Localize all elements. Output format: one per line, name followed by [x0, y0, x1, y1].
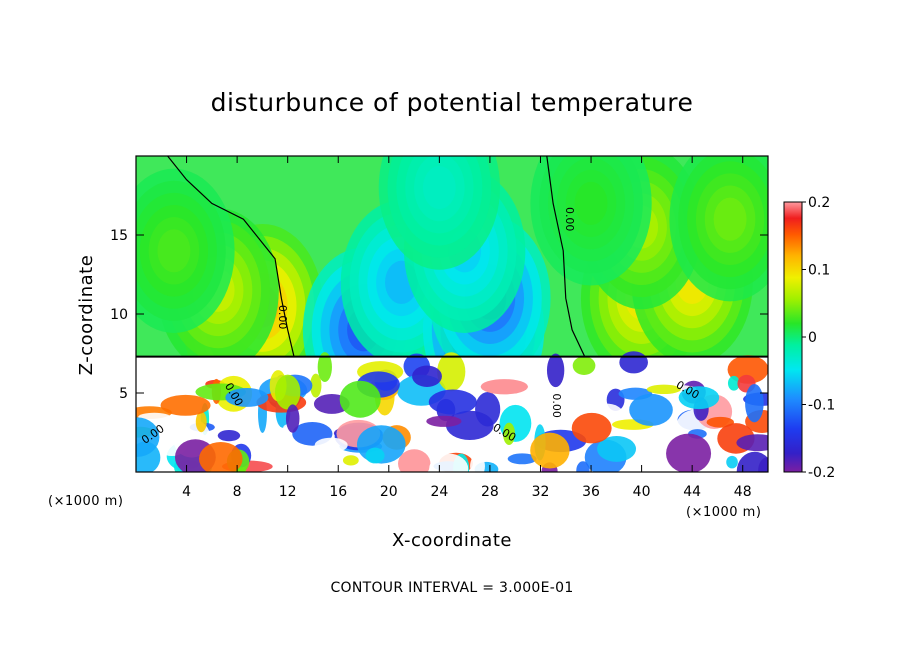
contour-label: 0.00 [550, 393, 563, 418]
turbulent-eddy [412, 365, 442, 387]
colorbar-tick-label: -0.1 [808, 398, 835, 414]
y-tick-label: 5 [119, 386, 128, 402]
turbulent-eddy [572, 356, 596, 376]
turbulent-eddy [619, 351, 648, 374]
colorbar-tick-label: 0 [808, 330, 817, 346]
x-tick-label: 40 [633, 484, 651, 500]
upper-field [136, 156, 768, 412]
colorbar-tick-label: -0.2 [808, 465, 835, 481]
turbulent-eddy [136, 417, 160, 457]
turbulent-eddy [225, 387, 269, 407]
turbulent-eddy [274, 374, 301, 410]
turbulent-eddy [597, 435, 637, 462]
x-axis-unit-right: (×1000 m) [686, 505, 761, 520]
turbulent-eddy [199, 441, 243, 472]
turbulent-eddy [500, 394, 513, 403]
turbulent-eddy [398, 449, 431, 472]
x-axis-label: X-coordinate [392, 530, 512, 551]
colorbar-tick-label: 0.1 [808, 263, 830, 279]
x-tick-label: 16 [329, 484, 347, 500]
colorbar-tick-label: 0.2 [808, 195, 830, 211]
x-tick-label: 24 [430, 484, 448, 500]
turbulent-eddy [646, 384, 681, 395]
turbulent-eddy [571, 412, 612, 444]
turbulent-eddy [195, 411, 207, 433]
contour-label: 0.00 [276, 305, 289, 330]
turbulent-eddy [339, 380, 381, 418]
y-tick-label: 10 [110, 307, 128, 323]
turbulent-eddy [480, 379, 528, 395]
turbulent-eddy [727, 355, 768, 384]
turbulent-eddy [217, 429, 241, 442]
turbulent-eddy [576, 461, 590, 472]
x-tick-label: 48 [734, 484, 752, 500]
turbulent-eddy [160, 394, 211, 416]
chart-title: disturbunce of potential temperature [211, 88, 694, 117]
turbulent-eddy [426, 415, 462, 427]
turbulent-eddy [314, 437, 348, 453]
turbulent-eddy [475, 392, 501, 427]
field-anomaly-band [713, 197, 747, 241]
x-tick-label: 28 [481, 484, 499, 500]
turbulent-eddy [317, 352, 332, 382]
field-anomaly-band [422, 166, 456, 210]
turbulent-eddy [629, 393, 673, 426]
lower-field [136, 351, 768, 472]
y-axis-label: Z-coordinate [76, 255, 97, 376]
turbulent-eddy [285, 404, 300, 433]
x-tick-label: 12 [279, 484, 297, 500]
x-tick-label: 32 [532, 484, 550, 500]
field-anomaly-band [574, 181, 608, 225]
turbulent-eddy [666, 433, 712, 472]
turbulent-eddy [437, 352, 466, 392]
turbulent-eddy [678, 386, 720, 410]
turbulent-eddy [342, 455, 359, 466]
turbulent-eddy [727, 375, 740, 391]
zero-contour [546, 156, 586, 357]
x-axis-ticks: 4 8 12 16 20 24 28 32 36 40 44 48 [182, 156, 752, 500]
y-axis-ticks: 5 10 15 [110, 228, 768, 402]
turbulent-eddy [546, 353, 565, 388]
turbulent-eddy [295, 462, 336, 472]
y-tick-label: 15 [110, 228, 128, 244]
turbulent-eddy [503, 422, 516, 445]
turbulent-eddy [310, 373, 322, 398]
colorbar [783, 201, 803, 473]
turbulent-eddy [470, 454, 485, 472]
turbulent-eddy [736, 451, 768, 472]
colorbar-ticks: 0.2 0.1 0 -0.1 -0.2 [802, 195, 835, 481]
x-tick-label: 4 [182, 484, 191, 500]
x-axis-unit-left: (×1000 m) [48, 494, 123, 509]
x-tick-label: 36 [582, 484, 600, 500]
contour-interval-note: CONTOUR INTERVAL = 3.000E-01 [330, 580, 573, 596]
zero-contour [167, 156, 295, 357]
turbulent-eddy [726, 455, 738, 469]
x-tick-label: 20 [380, 484, 398, 500]
turbulent-eddy [530, 432, 570, 469]
contour-label: 0.00 [563, 207, 576, 232]
plot-area: 0.000.000.000.000.000.000.00 [136, 156, 768, 472]
turbulent-eddy [507, 453, 537, 465]
turbulent-eddy [745, 383, 764, 423]
turbulent-eddy [736, 434, 768, 452]
turbulent-eddy [429, 453, 469, 472]
turbulent-eddy [706, 416, 735, 428]
x-tick-label: 8 [233, 484, 242, 500]
turbulent-eddy [428, 389, 477, 415]
turbulent-eddy [365, 447, 385, 464]
field-anomaly-band [157, 229, 191, 273]
x-tick-label: 44 [683, 484, 701, 500]
